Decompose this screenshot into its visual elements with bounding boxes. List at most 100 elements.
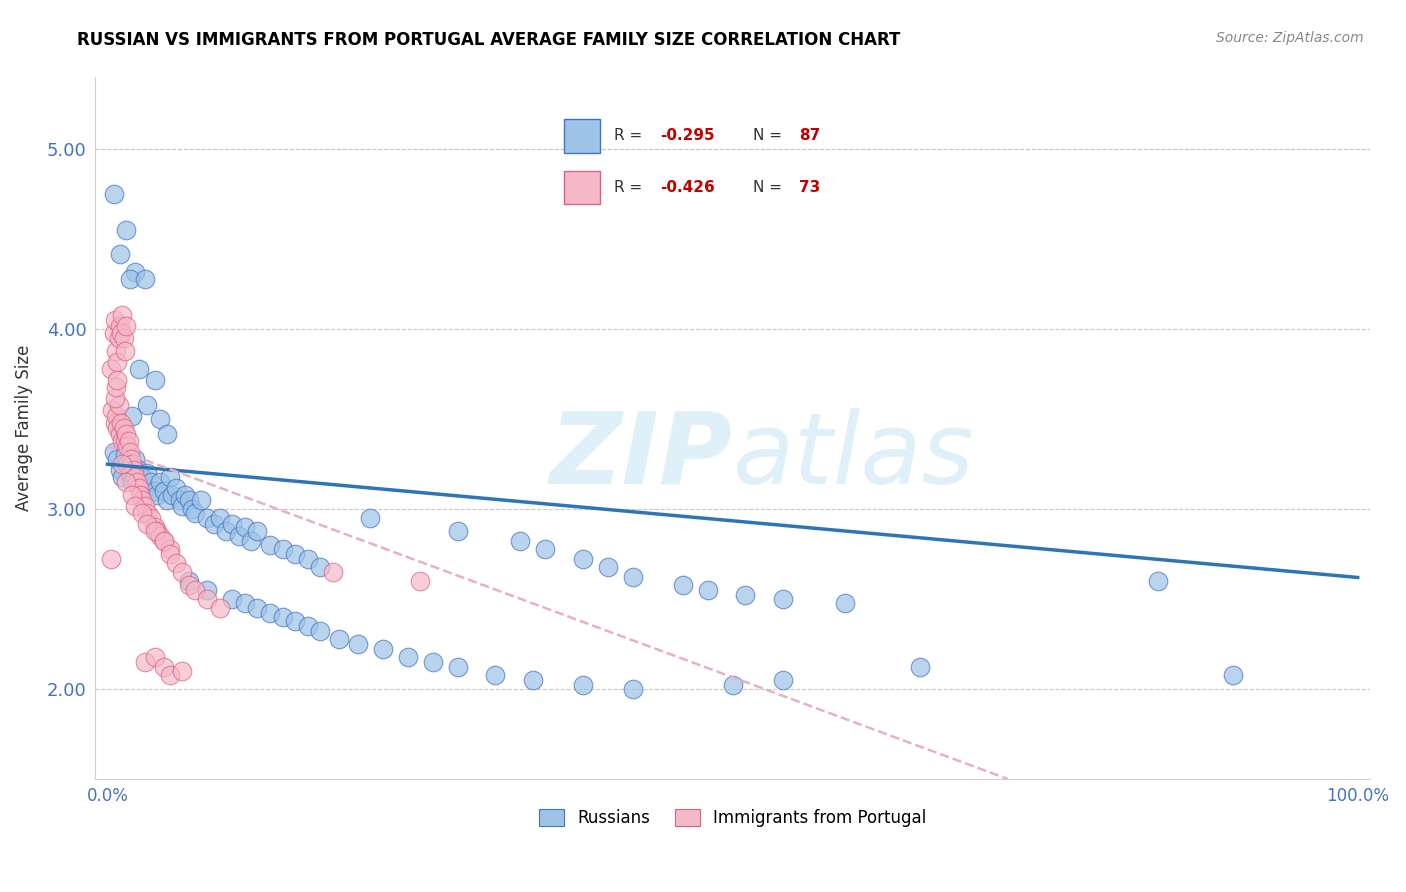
Point	[184, 583, 207, 598]
Point	[297, 619, 319, 633]
Point	[107, 451, 129, 466]
Point	[259, 607, 281, 621]
Point	[128, 481, 150, 495]
Point	[100, 361, 122, 376]
Point	[131, 469, 153, 483]
Point	[215, 524, 238, 538]
Point	[149, 529, 172, 543]
Point	[446, 660, 468, 674]
Point	[177, 493, 200, 508]
Legend: Russians, Immigrants from Portugal: Russians, Immigrants from Portugal	[531, 802, 934, 834]
Point	[284, 614, 307, 628]
Point	[124, 469, 146, 483]
Point	[1146, 574, 1168, 588]
Point	[104, 416, 127, 430]
Point	[111, 434, 134, 448]
Point	[172, 664, 194, 678]
Point	[128, 361, 150, 376]
Point	[104, 313, 127, 327]
Point	[100, 552, 122, 566]
Point	[143, 373, 166, 387]
Point	[120, 451, 142, 466]
Point	[156, 493, 179, 508]
Point	[309, 559, 332, 574]
Point	[134, 272, 156, 286]
Point	[103, 444, 125, 458]
Point	[143, 520, 166, 534]
Point	[136, 398, 159, 412]
Point	[834, 596, 856, 610]
Point	[174, 488, 197, 502]
Point	[184, 506, 207, 520]
Point	[111, 308, 134, 322]
Point	[152, 660, 174, 674]
Point	[115, 426, 138, 441]
Point	[107, 331, 129, 345]
Point	[197, 511, 219, 525]
Point	[772, 673, 794, 687]
Point	[371, 642, 394, 657]
Point	[159, 667, 181, 681]
Point	[240, 534, 263, 549]
Point	[108, 246, 131, 260]
Point	[159, 541, 181, 556]
Point	[190, 493, 212, 508]
Point	[127, 475, 149, 490]
Point	[208, 511, 231, 525]
Point	[107, 354, 129, 368]
Point	[124, 451, 146, 466]
Point	[118, 444, 141, 458]
Point	[259, 538, 281, 552]
Point	[121, 457, 143, 471]
Point	[297, 552, 319, 566]
Y-axis label: Average Family Size: Average Family Size	[15, 345, 32, 511]
Point	[115, 223, 138, 237]
Point	[111, 457, 134, 471]
Point	[107, 421, 129, 435]
Point	[143, 649, 166, 664]
Point	[149, 475, 172, 490]
Point	[118, 272, 141, 286]
Point	[446, 524, 468, 538]
Point	[284, 547, 307, 561]
Point	[136, 506, 159, 520]
Point	[114, 434, 136, 448]
Point	[159, 469, 181, 483]
Point	[772, 592, 794, 607]
Point	[177, 574, 200, 588]
Point	[571, 552, 593, 566]
Point	[534, 541, 557, 556]
Point	[571, 678, 593, 692]
Point	[108, 426, 131, 441]
Point	[115, 318, 138, 333]
Point	[146, 524, 169, 538]
Point	[134, 655, 156, 669]
Point	[484, 667, 506, 681]
Point	[271, 541, 294, 556]
Point	[114, 343, 136, 358]
Text: ZIP: ZIP	[550, 408, 733, 505]
Point	[108, 462, 131, 476]
Point	[101, 403, 124, 417]
Point	[165, 556, 187, 570]
Point	[124, 265, 146, 279]
Point	[107, 373, 129, 387]
Point	[136, 466, 159, 480]
Point	[181, 502, 204, 516]
Point	[104, 391, 127, 405]
Point	[246, 601, 269, 615]
Point	[422, 655, 444, 669]
Point	[134, 481, 156, 495]
Point	[112, 331, 135, 345]
Point	[409, 574, 432, 588]
Point	[1222, 667, 1244, 681]
Point	[128, 462, 150, 476]
Point	[110, 416, 132, 430]
Point	[117, 457, 139, 471]
Point	[233, 520, 256, 534]
Point	[509, 534, 531, 549]
Point	[172, 499, 194, 513]
Point	[596, 559, 619, 574]
Point	[172, 565, 194, 579]
Point	[105, 409, 128, 423]
